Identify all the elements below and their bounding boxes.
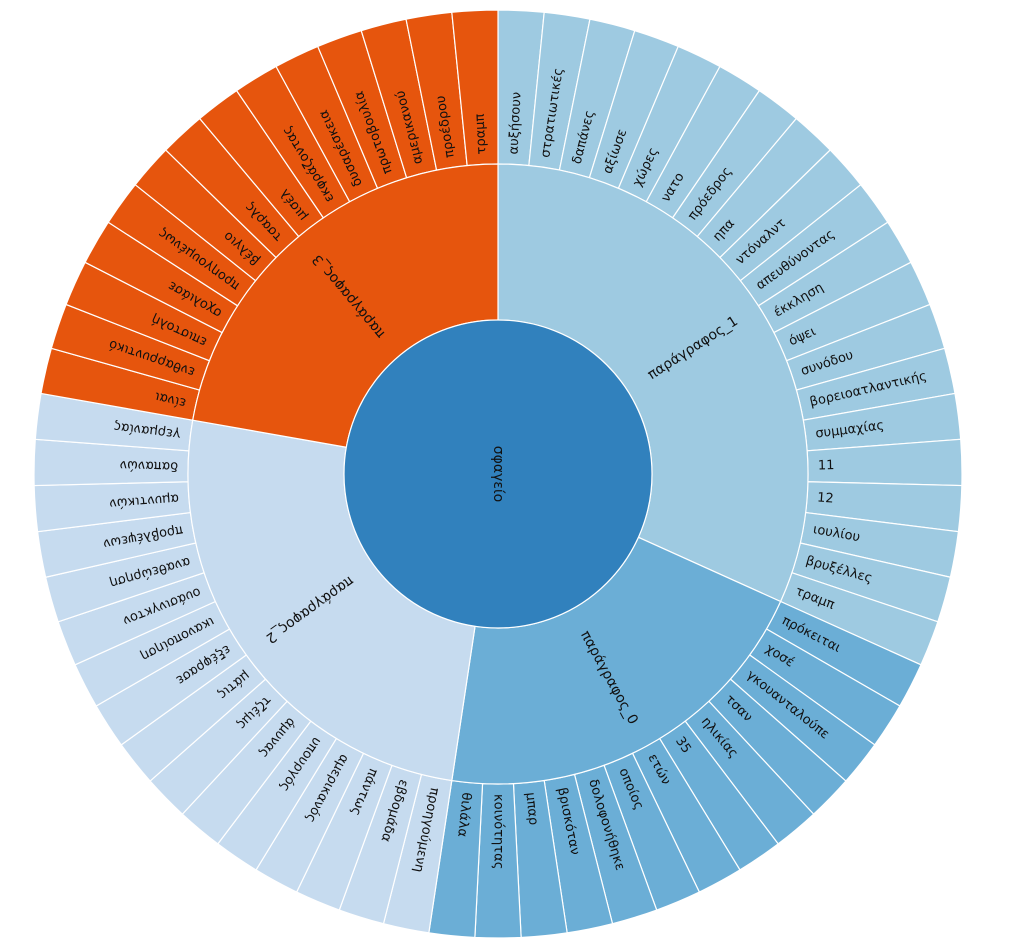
leaf-label: 12 (817, 490, 835, 506)
leaf-label: αμυντικών (109, 490, 180, 510)
leaf-label: κοινότητας (491, 794, 506, 869)
leaf-label: αυξήσουν (506, 92, 524, 155)
root-circle (343, 319, 653, 629)
leaf-ring (33, 9, 963, 939)
leaf-label: είναι (153, 388, 187, 410)
leaf-label: 11 (818, 458, 835, 473)
leaf-label: δαπανών (120, 457, 179, 473)
root-segment (343, 319, 653, 629)
group-ring (187, 163, 809, 785)
leaf-label: μπαρ (522, 792, 540, 826)
leaf-label: θιλάλα (454, 792, 473, 838)
root-label: σφαγείο (490, 446, 506, 503)
leaf-label: τραμπ (473, 113, 490, 155)
